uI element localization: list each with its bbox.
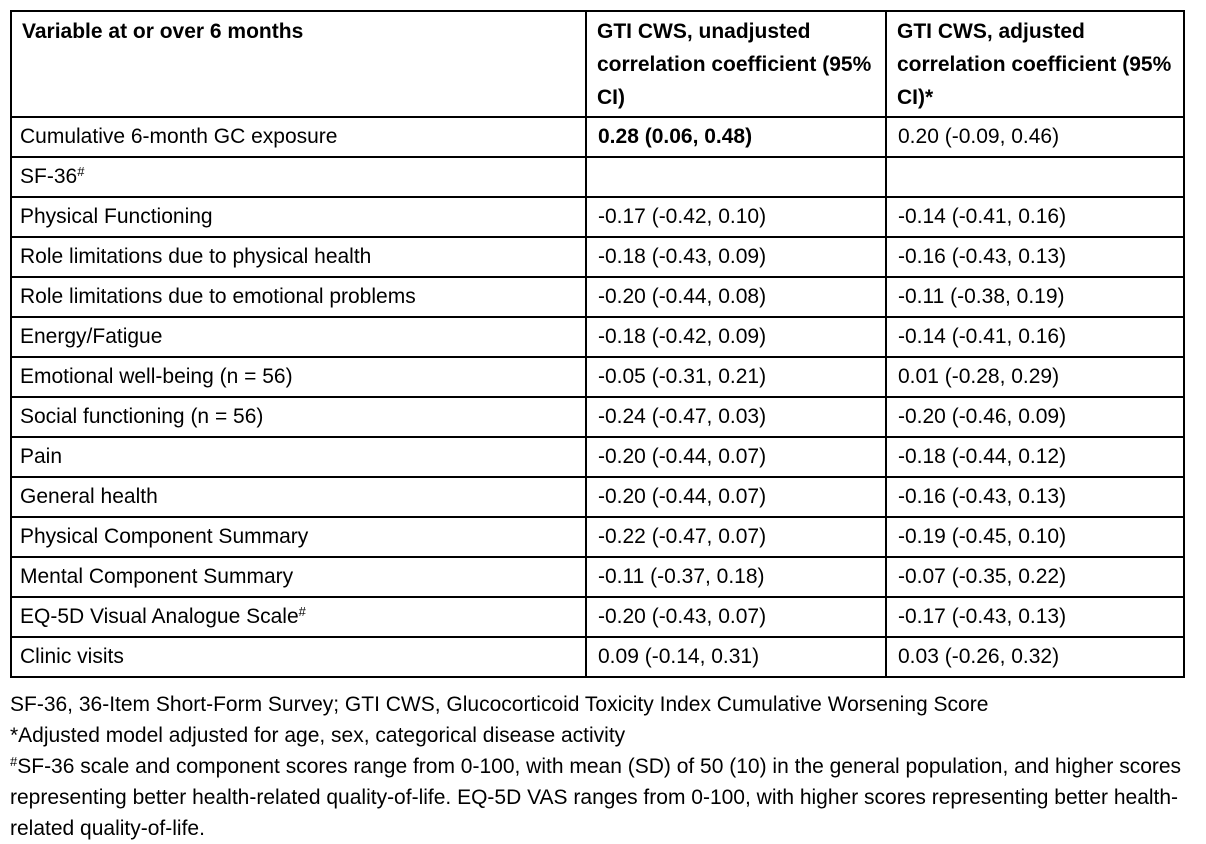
variable-cell: Clinic visits	[10, 636, 587, 678]
variable-label: General health	[20, 485, 158, 508]
table-row: Cumulative 6-month GC exposure 0.28 (0.0…	[10, 116, 1185, 158]
superscript-marker: #	[77, 164, 85, 179]
footnote-text: SF-36 scale and component scores range f…	[10, 755, 1182, 840]
adjusted-value-cell	[885, 156, 1185, 198]
variable-label: Role limitations due to emotional proble…	[20, 285, 416, 308]
variable-label: Mental Component Summary	[20, 565, 294, 588]
col-header-variable: Variable at or over 6 months	[10, 10, 587, 118]
variable-cell: Emotional well-being (n = 56)	[10, 356, 587, 398]
variable-cell: Mental Component Summary	[10, 556, 587, 598]
table-row: Pain -0.20 (-0.44, 0.07) -0.18 (-0.44, 0…	[10, 436, 1185, 478]
unadjusted-value-cell: -0.18 (-0.42, 0.09)	[585, 316, 887, 358]
adjusted-value-cell: -0.07 (-0.35, 0.22)	[885, 556, 1185, 598]
table-row: Physical Functioning -0.17 (-0.42, 0.10)…	[10, 196, 1185, 238]
variable-cell: Social functioning (n = 56)	[10, 396, 587, 438]
variable-cell: General health	[10, 476, 587, 518]
adjusted-value-cell: -0.14 (-0.41, 0.16)	[885, 316, 1185, 358]
unadjusted-value-cell: -0.20 (-0.44, 0.07)	[585, 476, 887, 518]
footnote-text: SF-36, 36-Item Short-Form Survey; GTI CW…	[10, 693, 989, 716]
adjusted-value-cell: -0.16 (-0.43, 0.13)	[885, 476, 1185, 518]
variable-cell: Role limitations due to physical health	[10, 236, 587, 278]
unadjusted-value-cell: -0.24 (-0.47, 0.03)	[585, 396, 887, 438]
unadjusted-value-cell	[585, 156, 887, 198]
correlation-table: Variable at or over 6 months GTI CWS, un…	[10, 10, 1185, 678]
variable-label: Emotional well-being (n = 56)	[20, 365, 293, 388]
table-header-row: Variable at or over 6 months GTI CWS, un…	[10, 10, 1185, 118]
unadjusted-value-cell: -0.22 (-0.47, 0.07)	[585, 516, 887, 558]
col-header-adjusted: GTI CWS, adjusted correlation coefficien…	[885, 10, 1185, 118]
adjusted-value-cell: 0.03 (-0.26, 0.32)	[885, 636, 1185, 678]
table-row: Clinic visits 0.09 (-0.14, 0.31) 0.03 (-…	[10, 636, 1185, 678]
superscript-marker: #	[298, 604, 306, 619]
unadjusted-value-cell: -0.05 (-0.31, 0.21)	[585, 356, 887, 398]
table-row: Emotional well-being (n = 56) -0.05 (-0.…	[10, 356, 1185, 398]
table-row: Physical Component Summary -0.22 (-0.47,…	[10, 516, 1185, 558]
footnote: #SF-36 scale and component scores range …	[10, 751, 1200, 844]
variable-label: Social functioning (n = 56)	[20, 405, 264, 428]
variable-label: Energy/Fatigue	[20, 325, 163, 348]
table-row: Mental Component Summary -0.11 (-0.37, 0…	[10, 556, 1185, 598]
footnote: SF-36, 36-Item Short-Form Survey; GTI CW…	[10, 689, 1200, 720]
variable-cell: SF-36#	[10, 156, 587, 198]
table-row: Role limitations due to emotional proble…	[10, 276, 1185, 318]
variable-cell: Physical Functioning	[10, 196, 587, 238]
table-row: Energy/Fatigue -0.18 (-0.42, 0.09) -0.14…	[10, 316, 1185, 358]
adjusted-value-cell: -0.18 (-0.44, 0.12)	[885, 436, 1185, 478]
footnotes-block: SF-36, 36-Item Short-Form Survey; GTI CW…	[10, 689, 1200, 844]
adjusted-value-cell: -0.20 (-0.46, 0.09)	[885, 396, 1185, 438]
unadjusted-value-cell: 0.09 (-0.14, 0.31)	[585, 636, 887, 678]
variable-cell: Pain	[10, 436, 587, 478]
adjusted-value-cell: -0.16 (-0.43, 0.13)	[885, 236, 1185, 278]
unadjusted-value-cell: -0.20 (-0.44, 0.07)	[585, 436, 887, 478]
adjusted-value-cell: -0.11 (-0.38, 0.19)	[885, 276, 1185, 318]
unadjusted-value-cell: -0.17 (-0.42, 0.10)	[585, 196, 887, 238]
unadjusted-value-cell: -0.11 (-0.37, 0.18)	[585, 556, 887, 598]
adjusted-value-cell: -0.14 (-0.41, 0.16)	[885, 196, 1185, 238]
table-body: Cumulative 6-month GC exposure 0.28 (0.0…	[10, 116, 1185, 678]
table-row: General health -0.20 (-0.44, 0.07) -0.16…	[10, 476, 1185, 518]
table-row: Role limitations due to physical health …	[10, 236, 1185, 278]
unadjusted-value-cell: -0.18 (-0.43, 0.09)	[585, 236, 887, 278]
table-row: Social functioning (n = 56) -0.24 (-0.47…	[10, 396, 1185, 438]
variable-label: EQ-5D Visual Analogue Scale	[20, 605, 299, 628]
unadjusted-value-cell: 0.28 (0.06, 0.48)	[585, 116, 887, 158]
adjusted-value-cell: -0.19 (-0.45, 0.10)	[885, 516, 1185, 558]
footnote: *Adjusted model adjusted for age, sex, c…	[10, 720, 1200, 751]
adjusted-value-cell: -0.17 (-0.43, 0.13)	[885, 596, 1185, 638]
adjusted-value-cell: 0.20 (-0.09, 0.46)	[885, 116, 1185, 158]
unadjusted-value-cell: -0.20 (-0.44, 0.08)	[585, 276, 887, 318]
variable-label: Role limitations due to physical health	[20, 245, 372, 268]
variable-cell: Energy/Fatigue	[10, 316, 587, 358]
variable-label: SF-36	[20, 165, 78, 188]
unadjusted-value-cell: -0.20 (-0.43, 0.07)	[585, 596, 887, 638]
adjusted-value-cell: 0.01 (-0.28, 0.29)	[885, 356, 1185, 398]
table-row: EQ-5D Visual Analogue Scale# -0.20 (-0.4…	[10, 596, 1185, 638]
variable-label: Pain	[20, 445, 63, 468]
variable-cell: Physical Component Summary	[10, 516, 587, 558]
variable-label: Physical Component Summary	[20, 525, 309, 548]
col-header-unadjusted: GTI CWS, unadjusted correlation coeffici…	[585, 10, 887, 118]
table-row: SF-36#	[10, 156, 1185, 198]
variable-label: Physical Functioning	[20, 205, 213, 228]
variable-cell: Cumulative 6-month GC exposure	[10, 116, 587, 158]
footnote-sup-marker: #	[10, 754, 18, 769]
variable-label: Cumulative 6-month GC exposure	[20, 125, 338, 148]
variable-cell: Role limitations due to emotional proble…	[10, 276, 587, 318]
variable-cell: EQ-5D Visual Analogue Scale#	[10, 596, 587, 638]
variable-label: Clinic visits	[20, 645, 124, 668]
footnote-text: *Adjusted model adjusted for age, sex, c…	[10, 724, 626, 747]
